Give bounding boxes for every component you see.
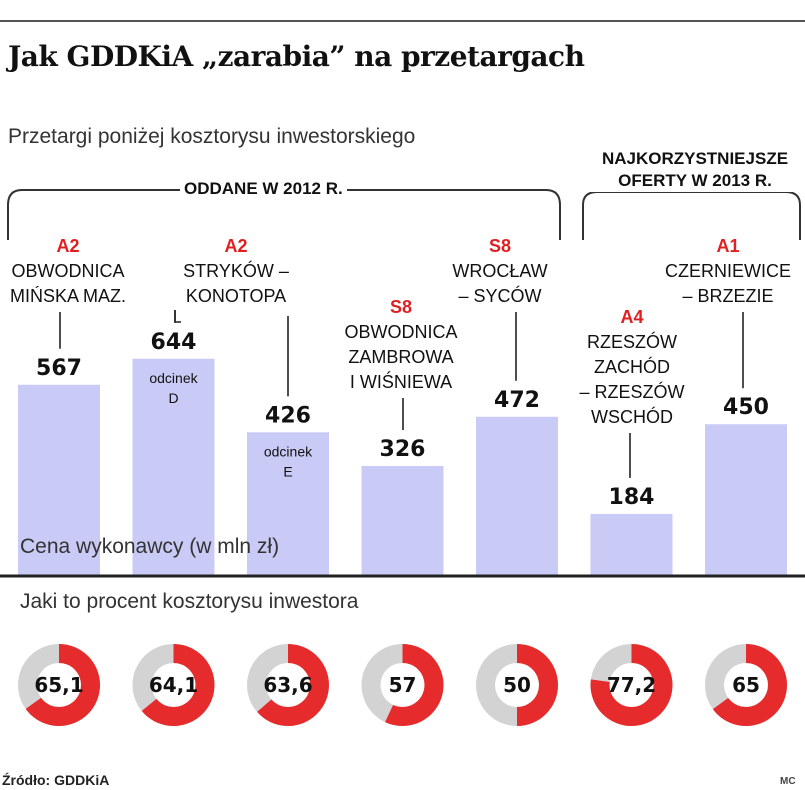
- percent-label-6: 65: [732, 673, 760, 697]
- road-name-5-3: WSCHÓD: [591, 406, 673, 427]
- percent-label-5: 77,2: [607, 673, 656, 697]
- road-code-1: A2: [224, 236, 247, 256]
- donut-5: 77,2: [590, 644, 673, 726]
- donut-6: 65: [705, 644, 787, 726]
- bars-layer: 567 A2 OBWODNICA MIŃSKA MAZ. 644 odcinek D A2 ST…: [10, 236, 791, 576]
- bar-3: [361, 466, 444, 576]
- donut-hole-4: [495, 663, 539, 707]
- road-name-5-0: RZESZÓW: [587, 331, 677, 352]
- road-name-6-0: CZERNIEWICE: [665, 261, 791, 281]
- bar-6: [705, 424, 787, 576]
- road-name-3-0: OBWODNICA: [344, 322, 457, 342]
- road-name-1-0: STRYKÓW –: [183, 260, 289, 281]
- value-label-3: 326: [380, 437, 426, 462]
- donut-1: 64,1: [132, 644, 215, 727]
- percent-label-0: 65,1: [34, 673, 83, 697]
- donut-3: 57: [361, 644, 444, 726]
- donut-hole-6: [724, 663, 768, 707]
- road-name-0-1: MIŃSKA MAZ.: [10, 286, 126, 306]
- road-name-6-1: – BRZEZIE: [682, 286, 773, 306]
- chart-subtitle: Przetargi poniżej kosztorysu inwestorski…: [8, 125, 416, 148]
- leader-hook-1: [174, 310, 181, 323]
- group-label-2013: NAJKORZYSTNIEJSZE OFERTY W 2013 R.: [588, 148, 802, 192]
- road-name-3-2: I WIŚNIEWA: [350, 371, 452, 392]
- value-label-2: 426: [265, 403, 311, 428]
- donut-0: 65,1: [18, 644, 101, 726]
- value-label-1: 644: [151, 330, 197, 355]
- road-code-0: A2: [56, 236, 79, 256]
- road-code-6: A1: [716, 236, 739, 256]
- value-label-5: 184: [609, 485, 655, 510]
- road-name-0-0: OBWODNICA: [11, 261, 124, 281]
- value-axis-label: Cena wykonawcy (w mln zł): [20, 535, 280, 558]
- bar-5: [590, 513, 673, 576]
- road-name-4-0: WROCŁAW: [452, 261, 547, 281]
- road-code-4: S8: [489, 236, 511, 256]
- donut-hole-1: [151, 663, 196, 707]
- bar-note-1-0: odcinek: [149, 370, 198, 386]
- bar-1: [132, 358, 215, 576]
- road-name-5-2: – RZESZÓW: [579, 381, 684, 402]
- donut-2: 63,6: [247, 644, 329, 726]
- road-name-3-1: ZAMBROWA: [348, 347, 453, 367]
- percent-label-3: 57: [389, 673, 417, 697]
- donut-hole-0: [37, 663, 81, 707]
- donut-hole-3: [380, 663, 425, 707]
- percent-label-4: 50: [503, 673, 531, 697]
- author-initials: MC: [780, 776, 796, 787]
- road-name-1-1: KONOTOPA: [186, 286, 286, 306]
- road-code-3: S8: [390, 297, 412, 317]
- chart-title: Jak GDDKiA „zarabia” na przetargach: [8, 40, 585, 73]
- donuts-layer: 65,1 64,1 63,6 57 50 77,2 65: [18, 644, 787, 727]
- bar-note-2-1: E: [283, 463, 292, 479]
- donut-hole-2: [266, 663, 310, 707]
- percent-heading: Jaki to procent kosztorysu inwestora: [20, 590, 359, 613]
- bar-2: [247, 432, 329, 576]
- bracket-2013: [582, 191, 801, 240]
- road-name-4-1: – SYCÓW: [458, 285, 541, 306]
- road-name-5-1: ZACHÓD: [594, 356, 670, 377]
- value-label-4: 472: [494, 388, 540, 413]
- percent-label-1: 64,1: [149, 673, 198, 697]
- bar-0: [18, 384, 100, 576]
- value-label-6: 450: [723, 395, 769, 420]
- percent-label-2: 63,6: [263, 673, 312, 697]
- bar-note-1-1: D: [168, 390, 178, 406]
- source-note: Źródło: GDDKiA: [2, 772, 110, 788]
- donut-hole-5: [609, 663, 654, 707]
- top-rule: [0, 20, 805, 22]
- group-brackets: [7, 189, 801, 240]
- donut-4: 50: [476, 644, 558, 726]
- bar-4: [476, 416, 558, 576]
- group-label-2012: ODDANE W 2012 R.: [180, 178, 347, 200]
- value-label-0: 567: [36, 356, 82, 381]
- bar-note-2-0: odcinek: [264, 443, 313, 459]
- road-code-5: A4: [620, 307, 643, 327]
